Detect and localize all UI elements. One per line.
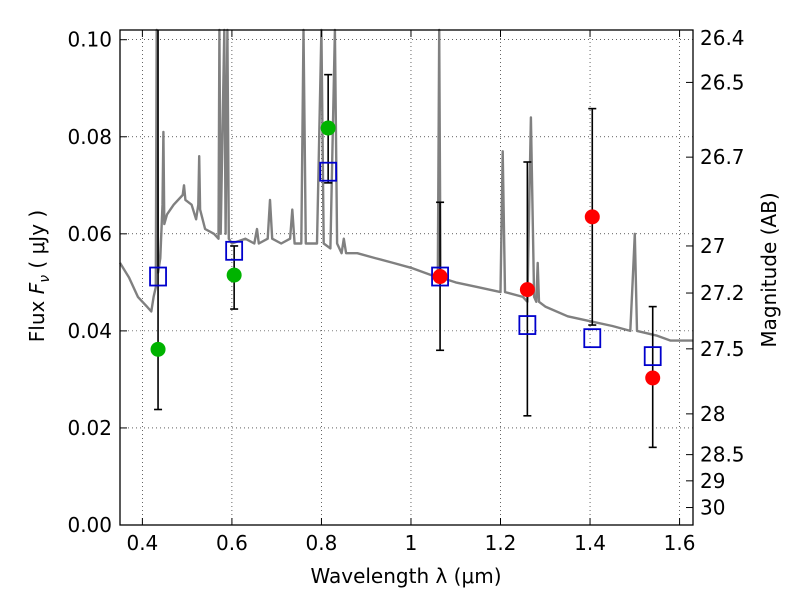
observed-flux-point xyxy=(150,341,166,357)
observed-flux-point xyxy=(519,282,535,298)
model-spectrum-line xyxy=(118,28,693,342)
y-tick-label: 0.00 xyxy=(67,513,112,537)
model-photometry-marker xyxy=(643,346,662,367)
y2-tick-label: 26.7 xyxy=(700,145,745,169)
y2-tick-label: 30 xyxy=(700,496,725,520)
y-tick-label: 0.02 xyxy=(67,416,112,440)
marker-layer xyxy=(149,120,662,386)
x-tick-label: 0.8 xyxy=(306,531,338,555)
x-axis-label: Wavelength λ (μm) xyxy=(310,564,501,588)
y-tick-label: 0.08 xyxy=(67,125,112,149)
model-photometry-marker xyxy=(431,266,449,287)
y2-tick-label: 28.5 xyxy=(700,443,745,467)
y-tick-label: 0.10 xyxy=(67,28,112,52)
spectrum-layer xyxy=(118,28,693,342)
y-tick-label: 0.04 xyxy=(67,319,112,343)
x-tick-label: 1.6 xyxy=(664,531,696,555)
plot-frame xyxy=(119,29,694,526)
y2-tick-label: 27 xyxy=(700,234,725,258)
y2-tick-label: 27.5 xyxy=(700,337,745,361)
y2-axis-label: Magnitude (AB) xyxy=(757,192,781,347)
model-photometry-marker xyxy=(225,240,244,261)
model-photometry-marker xyxy=(319,161,338,182)
x-tick-label: 1 xyxy=(405,531,418,555)
observed-flux-point xyxy=(584,209,600,225)
observed-flux-point xyxy=(645,370,661,386)
y2-tick-label: 26.5 xyxy=(700,70,745,94)
observed-flux-point xyxy=(432,269,448,285)
model-photometry-marker xyxy=(149,266,167,287)
x-tick-label: 0.4 xyxy=(126,531,158,555)
y2-tick-label: 26.4 xyxy=(700,26,745,50)
y-axis-label: Flux Fν ( μJy ) xyxy=(25,210,53,342)
x-tick-label: 1.4 xyxy=(574,531,606,555)
x-axis: 0.4 0.6 0.8 1 1.2 1.4 1.6 xyxy=(126,30,695,555)
x-tick-label: 1.2 xyxy=(485,531,517,555)
model-photometry-marker xyxy=(518,315,537,335)
y-axis: 0.00 0.02 0.04 0.06 0.08 0.10 xyxy=(67,28,127,537)
x-tick-label: 0.6 xyxy=(216,531,248,555)
y2-tick-label: 29 xyxy=(700,469,725,493)
y2-axis: 26.4 26.5 26.7 27 27.2 27.5 28 28.529 30 xyxy=(686,26,745,520)
observed-flux-point xyxy=(320,120,336,136)
observed-flux-point xyxy=(226,267,242,283)
grid xyxy=(120,30,693,526)
y2-tick-label: 27.2 xyxy=(700,281,745,305)
model-photometry-marker xyxy=(583,328,602,349)
y2-tick-label: 28 xyxy=(700,402,725,426)
y-tick-label: 0.06 xyxy=(67,222,112,246)
